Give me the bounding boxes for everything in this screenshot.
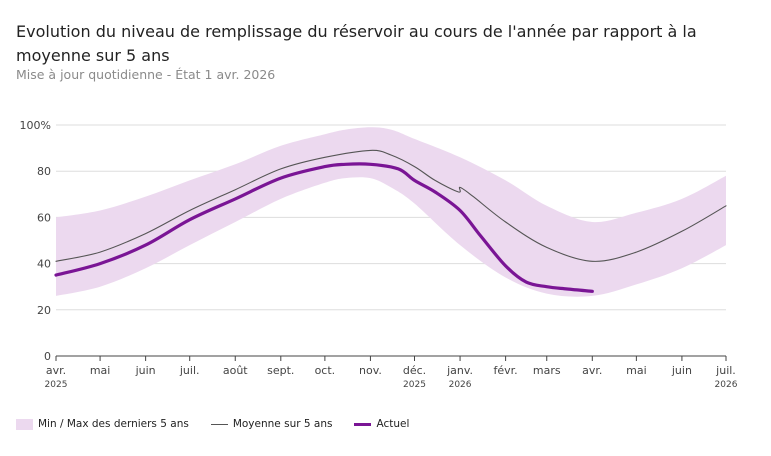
x-tick-label-10: févr.: [494, 364, 518, 377]
axis-layer: 0 20 40 60 80 100% avr. 2025 mai juin juil. août sep…: [20, 119, 738, 390]
y-tick-label-100: 100%: [20, 119, 51, 132]
y-tick-label-60: 60: [37, 211, 51, 224]
legend-item-current[interactable]: Actuel: [354, 418, 409, 430]
line-layer: [54, 149, 727, 293]
x-tick-year-9: 2026: [449, 380, 472, 390]
y-tick-label-40: 40: [37, 258, 51, 271]
legend-label-band: Min / Max des derniers 5 ans: [38, 418, 189, 430]
x-tick-label-4: août: [223, 364, 248, 377]
x-tick-label-8: déc.: [403, 364, 426, 377]
x-tick-label-5: sept.: [267, 364, 294, 377]
legend: Min / Max des derniers 5 ans Moyenne sur…: [16, 418, 431, 430]
x-tick-label-14: juin: [671, 364, 692, 377]
min-max-band: [56, 127, 726, 297]
legend-item-band[interactable]: Min / Max des derniers 5 ans: [16, 418, 189, 430]
average-swatch: [210, 423, 228, 425]
x-tick-label-12: avr.: [582, 364, 602, 377]
chart-title: Evolution du niveau de remplissage du ré…: [16, 22, 697, 65]
current-line: [54, 162, 594, 293]
x-tick-year-8: 2025: [403, 380, 426, 390]
chart-subtitle: Mise à jour quotidienne - État 1 avr. 20…: [16, 67, 276, 82]
x-tick-label-0: avr.: [46, 364, 66, 377]
x-tick-year-0: 2025: [45, 380, 68, 390]
legend-item-average[interactable]: Moyenne sur 5 ans: [210, 418, 333, 430]
legend-label-average: Moyenne sur 5 ans: [232, 418, 333, 430]
x-tick-label-3: juil.: [179, 364, 200, 377]
average-line: [55, 149, 727, 262]
band-layer: [56, 127, 726, 297]
x-tick-label-1: mai: [90, 364, 111, 377]
x-tick-label-7: nov.: [359, 364, 382, 377]
y-tick-label-80: 80: [37, 165, 51, 178]
y-tick-label-0: 0: [44, 350, 51, 363]
x-tick-label-11: mars: [533, 364, 561, 377]
x-tick-label-6: oct.: [315, 364, 336, 377]
x-tick-label-9: janv.: [446, 364, 473, 377]
legend-label-current: Actuel: [376, 418, 410, 430]
x-tick-label-15: juil.: [715, 364, 736, 377]
x-tick-label-2: juin: [135, 364, 156, 377]
band-swatch: [16, 418, 33, 430]
current-swatch: [354, 422, 372, 426]
y-tick-label-20: 20: [37, 304, 51, 317]
x-tick-label-13: mai: [626, 364, 647, 377]
x-tick-year-15: 2026: [715, 380, 738, 390]
